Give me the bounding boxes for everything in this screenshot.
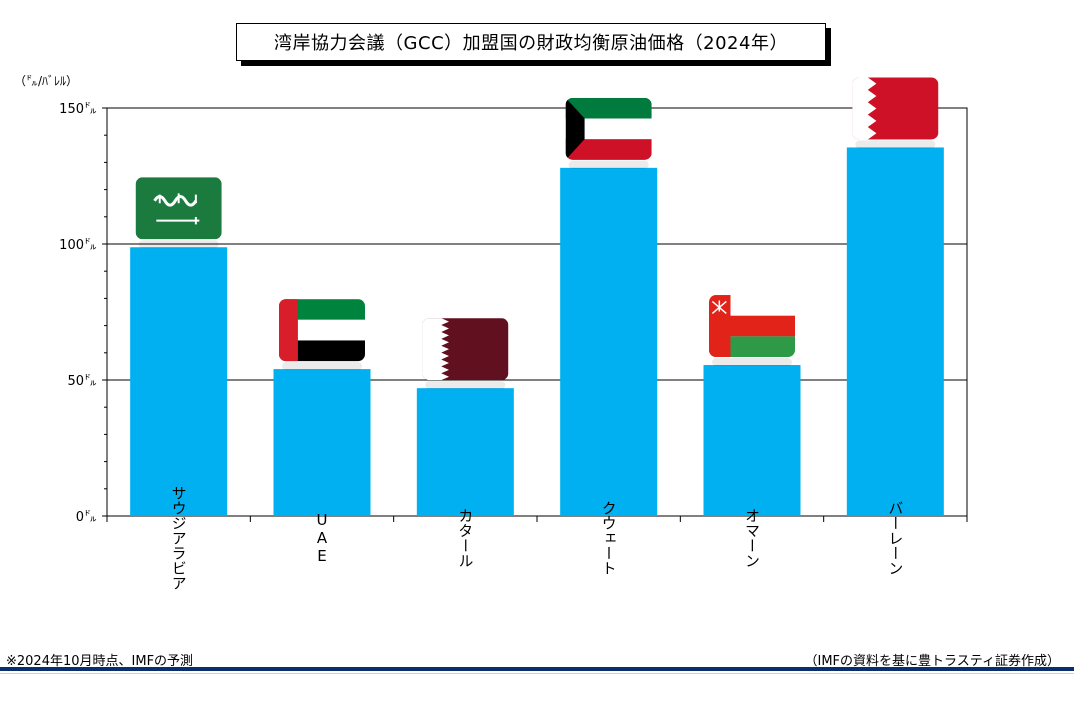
flag-shadow <box>568 160 649 169</box>
bottom-rule-thin <box>0 673 1074 674</box>
bar <box>846 147 944 516</box>
flag-shadow <box>425 381 506 390</box>
flag-shadow <box>138 240 219 249</box>
x-category-label: カタール <box>456 508 474 568</box>
flag-shadow <box>712 358 792 367</box>
bar <box>273 369 371 516</box>
x-category-label: オマーン <box>743 508 761 568</box>
x-category-label: UAE <box>313 511 331 565</box>
flag-shadow <box>282 362 362 371</box>
chart-title: 湾岸協力会議（GCC）加盟国の財政均衡原油価格（2024年） <box>236 23 826 61</box>
y-tick-label: 100㌦ <box>59 238 97 253</box>
y-tick-label: 150㌦ <box>59 102 97 117</box>
bar <box>416 388 514 516</box>
source-note: （IMFの資料を基に豊トラスティ証券作成） <box>804 654 1061 669</box>
qatar-flag <box>422 318 509 390</box>
bar <box>703 365 801 516</box>
kuwait-flag <box>565 97 652 169</box>
x-category-label: クウェート <box>600 501 618 576</box>
uae-flag <box>279 299 365 371</box>
bar <box>130 247 228 516</box>
x-category-label: サウジアラビア <box>170 486 188 591</box>
x-category-label: バーレーン <box>886 501 904 576</box>
plot-frame <box>106 107 968 517</box>
flag-shadow <box>855 140 936 149</box>
bar <box>560 167 658 516</box>
bahrain-flag <box>852 77 939 149</box>
saudi-arabia-flag <box>135 177 222 249</box>
footnote: ※2024年10月時点、IMFの予測 <box>6 654 194 669</box>
y-axis-unit-label: （㌦/ﾊﾞﾚﾙ） <box>14 74 79 88</box>
oman-flag <box>709 295 795 367</box>
y-tick-label: 50㌦ <box>67 374 97 389</box>
y-tick-label: 0㌦ <box>76 510 97 525</box>
bottom-rule <box>0 667 1074 671</box>
